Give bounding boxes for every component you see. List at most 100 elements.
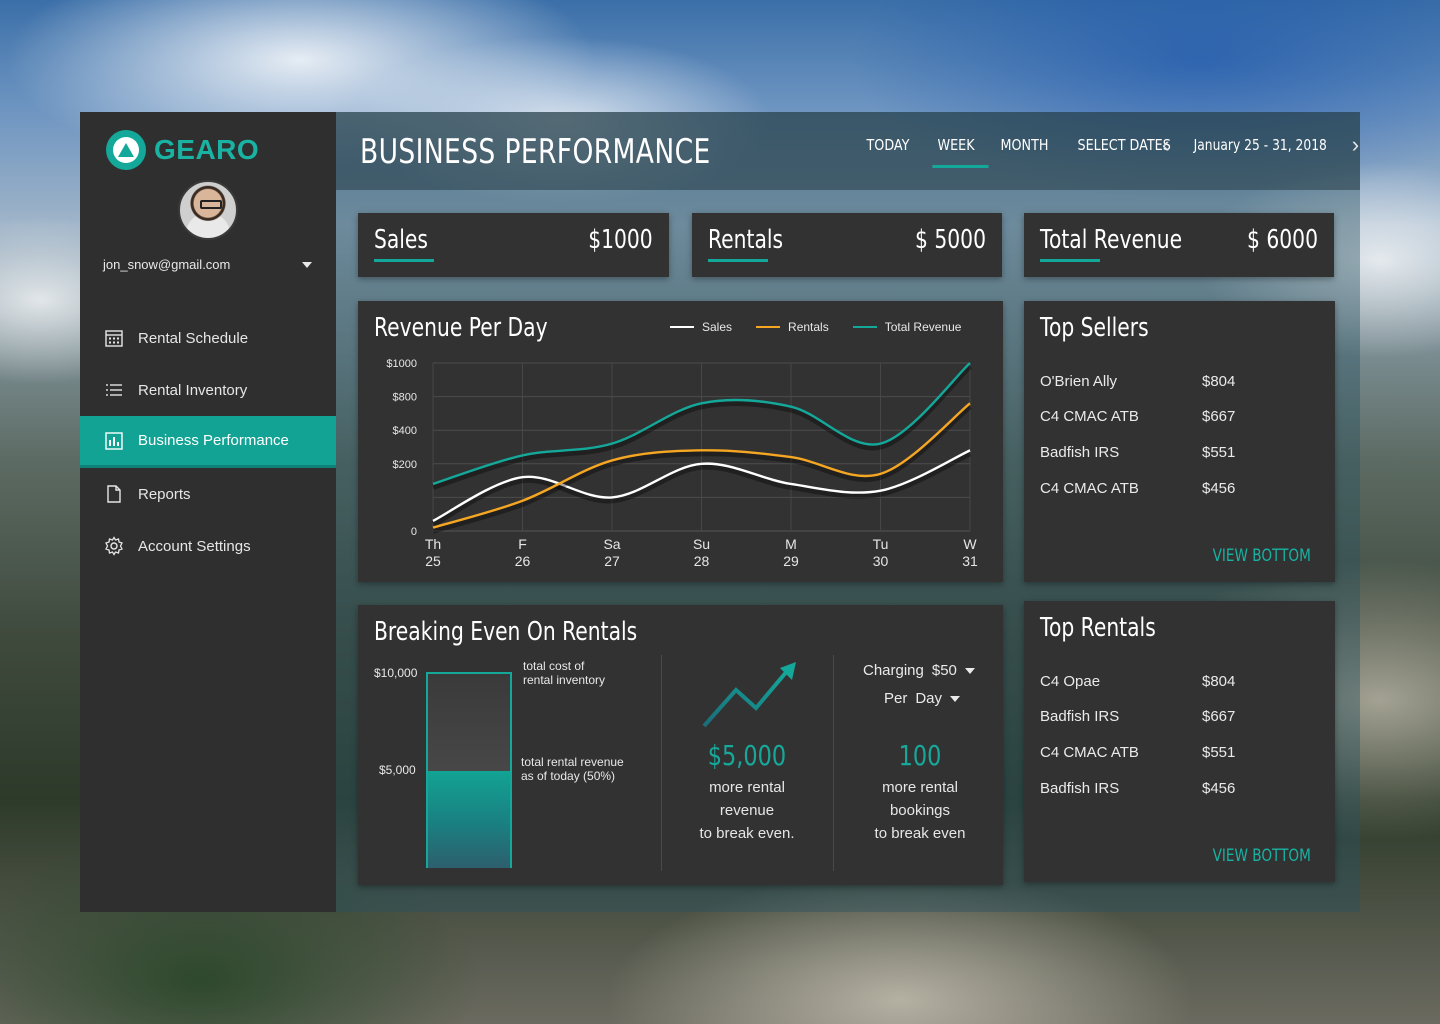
list-item-value: $551 (1202, 744, 1236, 761)
tab-month[interactable]: MONTH (1000, 136, 1049, 154)
list-item-value: $804 (1202, 373, 1236, 390)
avatar[interactable] (178, 180, 238, 240)
x-tick-label: W (963, 536, 977, 552)
view-bottom-link[interactable]: VIEW BOTTOM (1212, 846, 1311, 866)
top-rentals-title: Top Rentals (1040, 613, 1156, 643)
top-sellers-card: Top Sellers O'Brien Ally $804 C4 CMAC AT… (1024, 301, 1335, 582)
y-tick-label: $400 (393, 425, 417, 437)
sidebar-item-rental-inventory[interactable]: Rental Inventory (80, 364, 336, 416)
header-bar: BUSINESS PERFORMANCE TODAY WEEK MONTH SE… (336, 112, 1360, 190)
tab-select-dates[interactable]: SELECT DATES (1077, 136, 1171, 154)
x-tick-label: 26 (515, 553, 531, 569)
period-value: Day (915, 690, 943, 707)
list-item-value: $456 (1202, 480, 1236, 497)
stat-label: Rentals (708, 225, 784, 255)
list-item[interactable]: O'Brien Ally (1040, 373, 1118, 390)
list-item[interactable]: Badfish IRS (1040, 708, 1120, 725)
x-tick-label: Tu (873, 536, 889, 552)
sidebar-item-rental-schedule[interactable]: Rental Schedule (80, 312, 336, 364)
x-tick-label: 29 (783, 553, 799, 569)
x-tick-label: Sa (603, 536, 620, 552)
chevron-left-icon[interactable]: ‹ (1162, 132, 1170, 157)
stat-label: Sales (374, 225, 428, 255)
page-title: BUSINESS PERFORMANCE (360, 132, 711, 172)
sidebar-item-account-settings[interactable]: Account Settings (80, 520, 336, 572)
series-line-sales (432, 449, 971, 522)
calendar-icon (104, 328, 124, 348)
sidebar-item-reports[interactable]: Reports (80, 468, 336, 520)
divider (833, 655, 834, 871)
chevron-down-icon (950, 695, 961, 702)
chevron-down-icon (964, 667, 975, 674)
list-item[interactable]: C4 CMAC ATB (1040, 744, 1139, 761)
stat-label: Total Revenue (1040, 225, 1183, 255)
top-sellers-title: Top Sellers (1040, 313, 1149, 343)
x-tick-label: Su (693, 536, 710, 552)
stat-card-sales[interactable]: Sales $1000 (358, 213, 669, 277)
stat-value: $ 5000 (915, 225, 986, 255)
x-tick-label: 28 (694, 553, 710, 569)
view-bottom-link[interactable]: VIEW BOTTOM (1212, 546, 1311, 566)
charging-label: Charging (863, 662, 924, 679)
chevron-down-icon[interactable] (302, 262, 312, 268)
period-dropdown[interactable]: Per Day (884, 690, 961, 707)
series-line-rentals (432, 402, 971, 529)
axis-label-top: $10,000 (374, 666, 418, 680)
legend-item-rentals: Rentals (756, 320, 829, 334)
sidebar-nav: Rental Schedule Rental Inventory Busines… (80, 312, 336, 572)
chart-legend: Sales Rentals Total Revenue (670, 320, 961, 334)
date-tabs: TODAY WEEK MONTH SELECT DATES (858, 136, 1198, 168)
charging-dropdown[interactable]: Charging $50 (863, 662, 975, 679)
gear-icon (104, 536, 124, 556)
stat-underline (1040, 259, 1100, 262)
brand-logo[interactable]: GEARO (106, 130, 259, 170)
y-tick-label: $1000 (386, 358, 417, 370)
tab-week[interactable]: WEEK (929, 136, 988, 168)
stat-underline (374, 259, 434, 262)
break-even-card: Breaking Even On Rentals $10,000 $5,000 … (358, 605, 1003, 885)
sidebar-item-label: Rental Inventory (138, 381, 248, 399)
list-item[interactable]: C4 Opae (1040, 673, 1101, 690)
series-shadow (431, 450, 972, 527)
chart-title: Revenue Per Day (374, 313, 548, 343)
bar-chart-icon (104, 431, 124, 451)
list-item[interactable]: Badfish IRS (1040, 444, 1120, 461)
logo-icon (106, 130, 146, 170)
stat-card-rentals[interactable]: Rentals $ 5000 (692, 213, 1002, 277)
sidebar: GEARO jon_snow@gmail.com Rental Schedule… (80, 112, 336, 912)
axis-label-mid: $5,000 (379, 763, 416, 777)
x-tick-label: 25 (425, 553, 441, 569)
list-item-value: $667 (1202, 408, 1236, 425)
chevron-right-icon[interactable]: › (1351, 132, 1360, 157)
x-tick-label: F (518, 536, 527, 552)
list-item[interactable]: C4 CMAC ATB (1040, 408, 1139, 425)
stat-card-total-revenue[interactable]: Total Revenue $ 6000 (1024, 213, 1334, 277)
bookings-needed-value: 100 (898, 739, 942, 772)
list-item-value: $456 (1202, 780, 1236, 797)
x-tick-label: 31 (962, 553, 978, 569)
series-shadow (432, 363, 973, 490)
per-label: Per (884, 690, 908, 707)
list-icon (104, 380, 124, 400)
tab-today[interactable]: TODAY (866, 136, 910, 154)
break-even-title: Breaking Even On Rentals (374, 617, 638, 647)
main-content: BUSINESS PERFORMANCE TODAY WEEK MONTH SE… (336, 112, 1360, 912)
revenue-needed-value: $5,000 (707, 739, 787, 772)
brand-name: GEARO (154, 134, 260, 165)
list-item[interactable]: Badfish IRS (1040, 780, 1120, 797)
sidebar-item-business-performance[interactable]: Business Performance (80, 416, 336, 468)
note-total-revenue: total rental revenue as of today (50%) (521, 755, 624, 783)
user-email[interactable]: jon_snow@gmail.com (103, 257, 231, 272)
break-even-bar (426, 672, 512, 868)
list-item-value: $551 (1202, 444, 1236, 461)
series-shadow (432, 403, 972, 534)
list-item-value: $667 (1202, 708, 1236, 725)
app-window: GEARO jon_snow@gmail.com Rental Schedule… (80, 112, 1360, 912)
x-tick-label: 27 (604, 553, 620, 569)
list-item[interactable]: C4 CMAC ATB (1040, 480, 1139, 497)
break-even-bar-fill (428, 771, 510, 868)
sidebar-item-label: Business Performance (138, 432, 289, 449)
x-tick-label: M (785, 536, 797, 552)
legend-item-sales: Sales (670, 320, 732, 334)
y-tick-label: $200 (393, 459, 417, 471)
